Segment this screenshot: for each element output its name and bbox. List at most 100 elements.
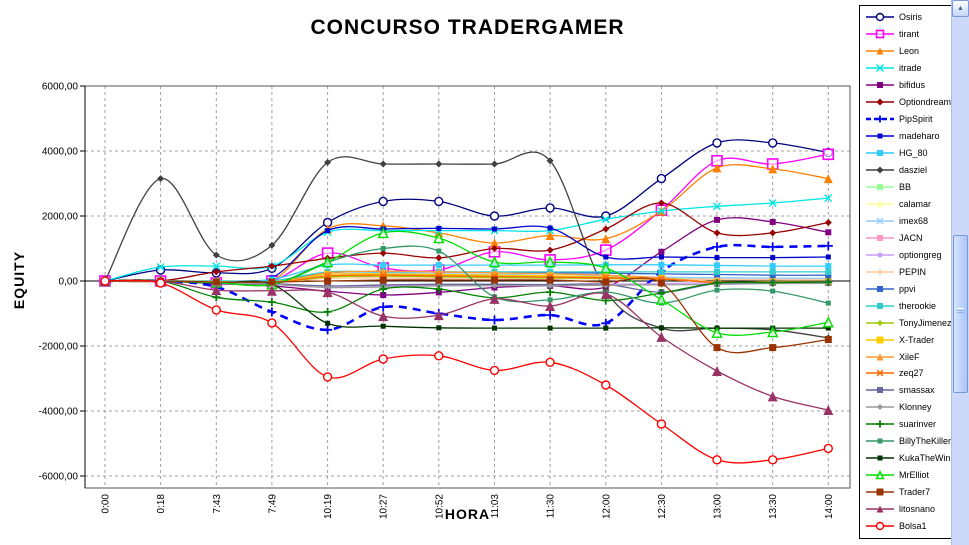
x-axis-tick-label: 11:30 (546, 494, 557, 519)
legend-marker-therookie (866, 302, 894, 309)
legend-marker-KukaTheWinner (866, 455, 894, 461)
legend-label: BillyTheKiller (899, 436, 951, 447)
legend-marker-dasziel (866, 166, 894, 174)
legend-item-Osiris[interactable]: Osiris (864, 10, 951, 25)
legend-item-zeq27[interactable]: zeq27 (864, 366, 951, 381)
legend-label: Osiris (899, 12, 922, 23)
legend-item-madeharo[interactable]: madeharo (864, 129, 951, 144)
legend-item-Klonney[interactable]: Klonney (864, 400, 951, 415)
legend-label: suarinver (899, 419, 937, 430)
y-axis-tick-label: 0,00 (59, 277, 79, 288)
legend-item-MrElliot[interactable]: MrElliot (864, 468, 951, 483)
legend-marker-zeq27 (866, 369, 894, 377)
y-axis-tick-label: 2000,00 (42, 212, 79, 223)
y-axis-tick-label: -2000,00 (39, 342, 79, 353)
series-Optiondream (101, 199, 832, 285)
legend-item-Trader7[interactable]: Trader7 (864, 485, 951, 500)
x-axis-tick-label: 10:19 (323, 494, 334, 519)
legend-label: imex68 (899, 215, 929, 226)
legend-marker-calamar (866, 200, 894, 207)
legend-marker-Trader7 (866, 488, 894, 496)
legend-label: Optiondream (899, 97, 951, 108)
scroll-up-button[interactable]: ▲ (952, 0, 969, 17)
legend-label: madeharo (899, 131, 940, 142)
legend-label: JACN (899, 232, 923, 243)
x-axis-tick-label: 10:27 (379, 494, 390, 519)
legend-item-Leon[interactable]: Leon (864, 44, 951, 59)
legend-item-Bolsa1[interactable]: Bolsa1 (864, 519, 951, 534)
legend-label: PipSpirit (899, 114, 933, 125)
legend-label: TonyJimenez (899, 317, 951, 328)
legend-marker-imex68 (866, 217, 894, 225)
y-axis-tick-label: -6000,00 (39, 472, 79, 483)
x-axis-tick-label: 14:00 (824, 494, 835, 519)
vertical-scrollbar[interactable]: ▲ (951, 0, 969, 545)
legend-label: Klonney (899, 402, 932, 413)
legend-item-X-Trader[interactable]: X-Trader (864, 332, 951, 347)
x-axis-tick-label: 7:49 (267, 494, 278, 514)
legend-item-calamar[interactable]: calamar (864, 196, 951, 211)
legend-item-ppvi[interactable]: ppvi (864, 281, 951, 296)
x-axis-tick-label: 11:03 (490, 494, 501, 519)
legend-item-bifidus[interactable]: bifidus (864, 78, 951, 93)
legend-item-imex68[interactable]: imex68 (864, 213, 951, 228)
legend-item-tirant[interactable]: tirant (864, 27, 951, 42)
legend-marker-BillyTheKiller (866, 438, 894, 444)
legend-marker-Leon (866, 47, 894, 55)
legend-marker-smassax (866, 387, 894, 394)
legend-label: calamar (899, 198, 932, 209)
legend-marker-BB (866, 184, 894, 190)
legend-item-optiongreg[interactable]: optiongreg (864, 247, 951, 262)
legend-item-therookie[interactable]: therookie (864, 298, 951, 313)
legend-item-BB[interactable]: BB (864, 180, 951, 195)
scrollbar-thumb[interactable] (953, 235, 968, 393)
legend-item-BillyTheKiller[interactable]: BillyTheKiller (864, 434, 951, 449)
legend-label: therookie (899, 300, 937, 311)
legend-marker-madeharo (866, 133, 894, 139)
legend-marker-Klonney (866, 404, 894, 411)
plot-frame (84, 85, 851, 489)
legend-marker-HG_80 (866, 150, 894, 157)
legend-label: MrElliot (899, 470, 930, 481)
legend-item-suarinver[interactable]: suarinver (864, 417, 951, 432)
legend-marker-itrade (866, 64, 894, 73)
legend-marker-Optiondream (866, 98, 894, 106)
legend-item-KukaTheWinner[interactable]: KukaTheWinner (864, 451, 951, 466)
legend-marker-TonyJimenez (866, 319, 894, 326)
legend-item-litosnano[interactable]: litosnano (864, 502, 951, 517)
legend-item-PipSpirit[interactable]: PipSpirit (864, 112, 951, 127)
legend-label: HG_80 (899, 148, 928, 159)
legend-item-XileF[interactable]: XileF (864, 349, 951, 364)
legend-marker-bifidus (866, 82, 894, 89)
chart-title: CONCURSO TRADERGAMER (310, 16, 625, 39)
legend-label: zeq27 (899, 368, 924, 379)
legend-item-JACN[interactable]: JACN (864, 230, 951, 245)
x-axis-tick-label: 0:00 (101, 494, 112, 514)
legend-label: smassax (899, 385, 935, 396)
legend-marker-ppvi (866, 285, 894, 292)
legend-marker-litosnano (866, 505, 894, 513)
x-axis-tick-label: 13:00 (713, 494, 724, 519)
legend-box: Osiris tirant Leon itrade bifidus Optiondream… (859, 5, 952, 539)
legend-item-PEPIN[interactable]: PEPIN (864, 264, 951, 279)
legend-marker-X-Trader (866, 336, 894, 344)
legend-marker-JACN (866, 234, 894, 241)
legend-marker-XileF (866, 353, 894, 361)
y-axis-tick-label: -4000,00 (39, 407, 79, 418)
legend-item-itrade[interactable]: itrade (864, 61, 951, 76)
legend-item-dasziel[interactable]: dasziel (864, 163, 951, 178)
y-axis-tick-label: 4000,00 (42, 147, 79, 158)
series-PipSpirit (100, 241, 833, 335)
legend-label: tirant (899, 29, 920, 40)
y-axis-tick-label: 6000,00 (42, 82, 79, 93)
legend-item-TonyJimenez[interactable]: TonyJimenez (864, 315, 951, 330)
x-axis-tick-label: 12:00 (601, 494, 612, 519)
legend-item-smassax[interactable]: smassax (864, 383, 951, 398)
legend-item-Optiondream[interactable]: Optiondream (864, 95, 951, 110)
legend-item-HG_80[interactable]: HG_80 (864, 146, 951, 161)
series-itrade (101, 194, 833, 285)
legend-label: PEPIN (899, 266, 927, 277)
legend-label: BB (899, 182, 912, 192)
x-axis-tick-label: 0:18 (156, 494, 167, 514)
